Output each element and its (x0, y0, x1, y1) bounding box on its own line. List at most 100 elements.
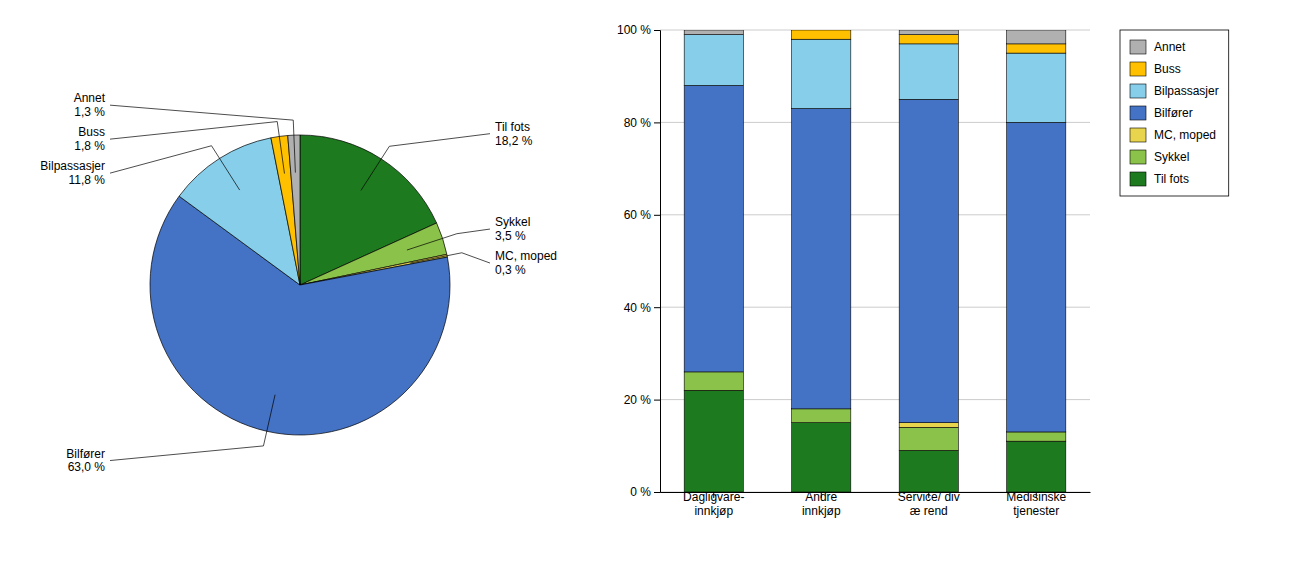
tick-label: 20 % (624, 393, 652, 407)
y-tick: 40 % (624, 301, 660, 315)
leader-line (407, 229, 490, 250)
tick-mark (654, 492, 660, 493)
tick-mark (654, 122, 660, 123)
leader-line (110, 146, 240, 190)
pie-label: Annet1,3 % (74, 91, 106, 119)
tick-mark (654, 400, 660, 401)
bar-segment (792, 109, 851, 409)
legend-entry: Til fots (1130, 172, 1189, 186)
bar-segment (899, 450, 958, 492)
bar-segment (1007, 441, 1066, 492)
legend-entry: MC, moped (1130, 128, 1216, 142)
bar-segment (899, 427, 958, 450)
pie-label-value: 18,2 % (495, 133, 533, 147)
pie-label: Bilfører63,0 % (66, 447, 105, 475)
bar-series (899, 423, 958, 428)
tick-label-line: tjenester (1013, 504, 1059, 518)
bar-segment (792, 30, 851, 39)
tick-label-line: Medisinske (1006, 490, 1066, 504)
leader-line (110, 122, 284, 174)
bar-segment (1007, 44, 1066, 53)
tick-mark (654, 30, 660, 31)
tick-label: Service/ divæ rend (898, 490, 960, 518)
chart-canvas: Til fots18,2 %Sykkel3,5 %MC, moped0,3 %B… (0, 0, 1290, 562)
pie-label: Til fots18,2 % (495, 120, 533, 148)
leader-line (361, 134, 490, 191)
tick-mark (654, 215, 660, 216)
pie-label-value: 1,8 % (74, 139, 105, 153)
legend-swatch (1130, 106, 1146, 120)
leader-line (110, 105, 295, 172)
bar-segment (1007, 53, 1066, 122)
bar-segment (1007, 432, 1066, 441)
tick-mark (654, 307, 660, 308)
leader-line (410, 253, 490, 263)
x-tick: Medisinsketjenester (1006, 490, 1066, 518)
bar-segment (684, 35, 743, 86)
pie: Til fots18,2 % Sykkel3,5 % MC, moped0,3 % B… (40, 91, 557, 474)
pie-label: MC, moped0,3 % (495, 249, 557, 277)
pie-label-value: 3,5 % (495, 229, 526, 243)
bar-segment (899, 423, 958, 428)
axis-domain (654, 31, 661, 493)
bar-segment (792, 39, 851, 108)
pie-label-name: Sykkel (495, 215, 530, 229)
pie-label: Buss1,8 % (74, 125, 105, 153)
legend-swatch (1130, 40, 1146, 54)
legend-label: Buss (1154, 62, 1181, 76)
pie-label-name: MC, moped (495, 249, 557, 263)
legend-frame (1120, 30, 1229, 196)
legend-label: Bilpassasjer (1154, 84, 1219, 98)
bar-segment (899, 99, 958, 422)
bars (684, 30, 1066, 492)
tick-label-line: Service/ div (898, 490, 960, 504)
pie-label: Bilpassasjer11,8 % (40, 159, 105, 187)
pie-slices (150, 135, 450, 435)
legend-label: Til fots (1154, 172, 1189, 186)
x-tick: Service/ divæ rend (898, 490, 960, 518)
leader-line (110, 395, 275, 461)
pie-labels: Til fots18,2 % Sykkel3,5 % MC, moped0,3 % B… (40, 91, 557, 474)
grid (660, 30, 1090, 492)
pie-label-name: Buss (78, 125, 105, 139)
tick-label: 80 % (624, 116, 652, 130)
pie-slice (271, 136, 300, 285)
x-axis: Dagligvare-innkjøpAndreinnkjøpService/ d… (661, 490, 1091, 518)
pie-label-value: 0,3 % (495, 263, 526, 277)
tick-label: Andreinnkjøp (802, 490, 841, 518)
bar-chart: 0 % 20 % 40 % 60 % 80 % 100 % Dagligvare-innkj… (617, 23, 1229, 517)
tick-label-line: æ rend (910, 504, 948, 518)
pie-slice (288, 135, 300, 285)
pie-label-name: Bilpassasjer (40, 159, 105, 173)
bar-segment (899, 44, 958, 99)
bar-series (684, 35, 1066, 123)
legend-entry: Bilfører (1130, 106, 1193, 120)
legend-swatch (1130, 172, 1146, 186)
x-tick: Dagligvare-innkjøp (683, 490, 744, 518)
pie-label-value: 11,8 % (69, 173, 106, 187)
bar-segment (1007, 30, 1066, 44)
y-tick: 100 % (617, 23, 660, 37)
legend-entry: Bilpassasjer (1130, 84, 1219, 98)
pie-label-name: Annet (74, 91, 106, 105)
bar-segment (792, 30, 851, 31)
tick-label: 0 % (630, 485, 651, 499)
bar-segment (684, 30, 743, 35)
tick-label: 60 % (624, 208, 652, 222)
legend-swatch (1130, 150, 1146, 164)
y-tick: 80 % (624, 116, 660, 130)
tick-label-line: innkjøp (694, 504, 733, 518)
tick-label: Dagligvare-innkjøp (683, 490, 744, 518)
bar-series (792, 30, 1066, 53)
pie-label-value: 1,3 % (74, 105, 105, 119)
y-tick: 20 % (624, 393, 660, 407)
legend-label: MC, moped (1154, 128, 1216, 142)
y-axis: 0 % 20 % 40 % 60 % 80 % 100 % (617, 23, 661, 499)
legend: AnnetBussBilpassasjerBilførerMC, mopedSy… (1120, 30, 1229, 196)
tick-label-line: Dagligvare- (683, 490, 744, 504)
pie-label-value: 63,0 % (68, 460, 106, 474)
legend-swatch (1130, 128, 1146, 142)
bar-segment (1007, 122, 1066, 432)
bar-series (684, 85, 1066, 432)
tick-label-line: Andre (805, 490, 837, 504)
